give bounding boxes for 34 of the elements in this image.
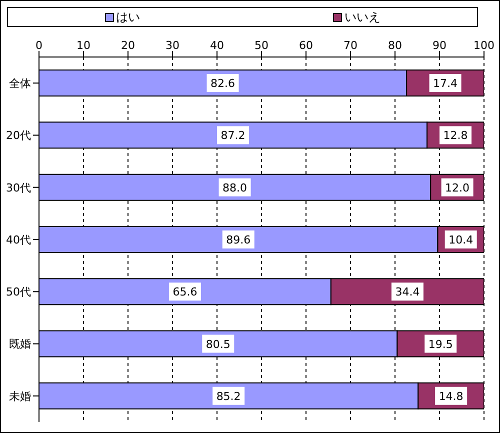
- y-tick-label: 未婚: [9, 390, 31, 403]
- data-label: 88.0: [222, 181, 248, 194]
- x-tick-label: 10: [76, 39, 90, 52]
- x-tick-label: 90: [432, 39, 446, 52]
- x-tick-label: 20: [121, 39, 135, 52]
- data-label: 65.6: [172, 286, 198, 299]
- data-label: 14.8: [438, 390, 464, 403]
- data-label: 19.5: [428, 338, 453, 351]
- data-label: 80.5: [206, 338, 230, 351]
- data-label: 17.4: [433, 77, 458, 90]
- x-tick-label: 100: [474, 39, 494, 52]
- x-tick-label: 70: [344, 39, 358, 52]
- legend-label: はい: [114, 8, 140, 26]
- data-label: 82.6: [210, 77, 236, 90]
- data-label: 34.4: [395, 286, 420, 299]
- x-tick-label: 80: [388, 39, 402, 52]
- y-tick-label: 既婚: [9, 338, 31, 351]
- data-label: 12.8: [443, 129, 468, 142]
- legend-label: いいえ: [343, 8, 380, 26]
- x-tick-label: 50: [254, 39, 268, 52]
- data-label: 87.2: [220, 129, 246, 142]
- y-tick-label: 50代: [6, 286, 31, 299]
- data-label: 12.0: [445, 181, 470, 194]
- y-tick-label: 20代: [6, 129, 31, 142]
- y-tick-label: 全体: [9, 76, 31, 90]
- data-label: 85.2: [216, 390, 241, 403]
- x-tick-label: 40: [210, 39, 224, 52]
- x-tick-label: 60: [299, 39, 313, 52]
- x-tick-label: 0: [36, 39, 42, 52]
- y-tick-label: 40代: [6, 233, 31, 246]
- y-tick-label: 30代: [6, 181, 31, 194]
- data-label: 10.4: [448, 233, 474, 246]
- data-label: 89.6: [226, 233, 251, 246]
- x-tick-label: 30: [166, 39, 180, 52]
